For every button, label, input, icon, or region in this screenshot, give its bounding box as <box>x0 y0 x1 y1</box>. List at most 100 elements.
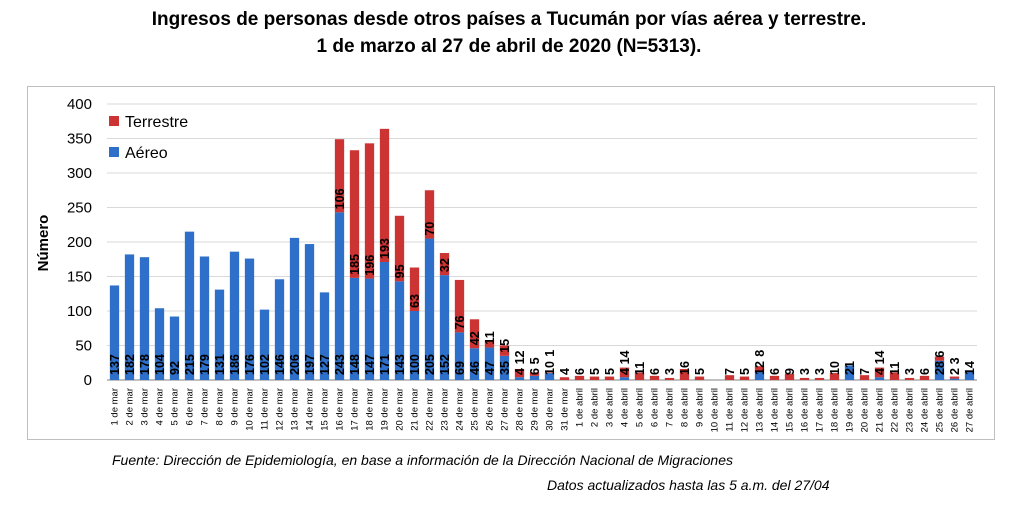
data-label-aereo: 197 <box>303 354 317 375</box>
x-tick-label: 24 de mar <box>455 388 466 431</box>
x-tick-label: 5 de mar <box>170 388 181 426</box>
bar-terrestre <box>934 356 945 361</box>
data-label-terrestre: 3 <box>798 368 812 375</box>
legend-label-terrestre: Terrestre <box>125 114 188 131</box>
x-tick-label: 21 de abril <box>875 388 886 432</box>
legend-label-aereo: Aéreo <box>125 145 168 162</box>
data-label-aereo: 28 <box>933 361 947 375</box>
bar-aereo <box>409 311 420 380</box>
data-label-terrestre: 42 <box>468 331 482 345</box>
data-label-terrestre: 7 <box>723 368 737 375</box>
bar-aereo <box>364 278 375 380</box>
bar-aereo <box>619 377 630 380</box>
data-label-aereo: 4 <box>618 368 632 375</box>
bar-terrestre <box>664 377 675 380</box>
x-tick-label: 12 de abril <box>740 388 751 432</box>
chart-title-line2: 1 de marzo al 27 de abril de 2020 (N=531… <box>316 36 702 57</box>
bar-terrestre <box>619 367 630 378</box>
x-tick-label: 19 de mar <box>380 388 391 431</box>
bar-terrestre <box>454 279 465 333</box>
data-label-aereo: 206 <box>288 354 302 375</box>
data-label-terrestre: 4 <box>558 368 572 375</box>
x-tick-label: 7 de mar <box>200 388 211 426</box>
data-label-terrestre: 196 <box>363 255 377 276</box>
x-tick-label: 14 de abril <box>770 388 781 432</box>
x-tick-label: 6 de mar <box>185 388 196 426</box>
bar-terrestre <box>514 368 525 378</box>
data-label-aereo: 186 <box>228 354 242 375</box>
bar-terrestre <box>439 253 450 276</box>
data-label-aereo: 100 <box>408 354 422 375</box>
bar-aereo <box>544 373 555 380</box>
y-tick-label: 300 <box>67 165 92 182</box>
data-label-aereo: 46 <box>468 361 482 375</box>
data-label-aereo: 6 <box>528 368 542 375</box>
bar-aereo <box>469 348 480 380</box>
data-label-aereo: 2 <box>948 368 962 375</box>
data-label-aereo: 171 <box>378 354 392 375</box>
data-label-terrestre: 5 <box>603 368 617 375</box>
x-tick-label: 9 de abril <box>695 388 706 427</box>
x-tick-label: 18 de mar <box>365 388 376 431</box>
bar-aereo <box>424 238 435 380</box>
data-label-terrestre: 6 <box>648 368 662 375</box>
bar-aereo <box>214 289 225 380</box>
data-label-terrestre: 185 <box>348 254 362 275</box>
data-label-terrestre: 8 <box>753 350 767 357</box>
legend-swatch-aereo <box>109 147 119 157</box>
x-tick-label: 11 de abril <box>725 388 736 432</box>
x-tick-label: 17 de abril <box>815 388 826 432</box>
footer-update: Datos actualizados hasta las 5 a.m. del … <box>547 477 830 493</box>
bar-aereo <box>949 378 960 380</box>
bar-terrestre <box>724 375 735 380</box>
bar-aereo <box>109 285 120 380</box>
bar-aereo <box>274 279 285 380</box>
x-tick-label: 26 de mar <box>485 388 496 431</box>
bar-terrestre <box>364 143 375 279</box>
x-tick-label: 14 de mar <box>305 388 316 431</box>
data-label-aereo: 47 <box>483 361 497 375</box>
bar-aereo <box>499 355 510 380</box>
x-tick-label: 3 de mar <box>140 388 151 426</box>
y-tick-label: 100 <box>67 303 92 320</box>
x-tick-label: 17 de mar <box>350 388 361 431</box>
x-tick-label: 7 de abril <box>665 388 676 427</box>
data-label-aereo: 178 <box>138 354 152 375</box>
data-label-aereo: 102 <box>258 354 272 375</box>
x-tick-label: 31 de mar <box>560 388 571 431</box>
bar-terrestre <box>649 375 660 380</box>
x-tick-label: 27 de mar <box>500 388 511 431</box>
data-label-aereo: 35 <box>498 361 512 375</box>
bar-terrestre <box>424 190 435 239</box>
bar-terrestre <box>469 319 480 349</box>
x-tick-label: 28 de mar <box>515 388 526 431</box>
bar-terrestre <box>529 372 540 376</box>
bar-terrestre <box>874 367 885 378</box>
x-tick-label: 22 de mar <box>425 388 436 431</box>
data-label-terrestre: 5 <box>693 368 707 375</box>
x-tick-label: 30 de mar <box>545 388 556 431</box>
bar-terrestre <box>799 377 810 380</box>
x-axis-ticks: 1 de mar 2 de mar 3 de mar 4 de mar 5 de mar… <box>110 388 976 432</box>
data-label-terrestre: 70 <box>423 222 437 236</box>
data-label-terrestre: 16 <box>678 361 692 375</box>
data-label-aereo: 205 <box>423 354 437 375</box>
bar-terrestre <box>394 215 405 282</box>
data-label-terrestre: 5 <box>528 357 542 364</box>
bar-terrestre <box>949 376 960 379</box>
bar-terrestre <box>604 376 615 380</box>
x-tick-label: 2 de abril <box>590 388 601 427</box>
bar-aereo <box>484 347 495 380</box>
bar-terrestre <box>889 372 900 380</box>
bar-aereo <box>964 370 975 380</box>
data-label-aereo: 179 <box>198 354 212 375</box>
x-tick-label: 13 de abril <box>755 388 766 432</box>
x-tick-label: 24 de abril <box>920 388 931 432</box>
data-label-terrestre: 5 <box>588 368 602 375</box>
bar-aereo <box>394 281 405 380</box>
y-axis-label: Número <box>35 215 52 272</box>
data-label-terrestre: 106 <box>333 188 347 209</box>
data-label-terrestre: 6 <box>768 368 782 375</box>
x-tick-label: 18 de abril <box>830 388 841 432</box>
